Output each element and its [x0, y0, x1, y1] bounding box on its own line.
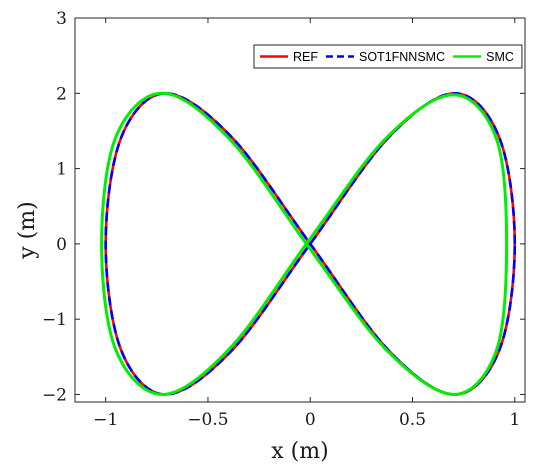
- x-tick-label: −1: [93, 410, 118, 430]
- x-tick-label: 0: [305, 410, 316, 430]
- legend: REF SOT1FNNSMC SMC: [253, 44, 523, 69]
- series-line-smc: [100, 91, 509, 396]
- y-axis-label: y (m): [15, 201, 40, 259]
- y-tick-label: 0: [56, 235, 67, 255]
- x-tick-label: −0.5: [187, 410, 228, 430]
- x-axis-label: x (m): [271, 439, 328, 464]
- y-tick-label: 1: [56, 160, 67, 180]
- y-tick-label: −2: [42, 385, 67, 405]
- y-tick-label: −1: [42, 310, 67, 330]
- legend-label-sot1fnnsmc: SOT1FNNSMC: [359, 50, 445, 64]
- series-layer: [100, 91, 517, 396]
- y-tick-label: 2: [56, 84, 67, 104]
- legend-label-smc: SMC: [486, 50, 514, 64]
- plot-frame: [74, 17, 526, 403]
- tick-labels: −1 −0.5 0 0.5 1 −2 −1 0 1 2 3: [42, 9, 520, 430]
- legend-label-ref: REF: [293, 50, 318, 64]
- y-tick-label: 3: [56, 9, 67, 29]
- axis-ticks: [75, 17, 525, 402]
- x-tick-label: 0.5: [399, 410, 426, 430]
- legend-box: [253, 44, 523, 69]
- x-tick-label: 1: [509, 410, 520, 430]
- plot-area: [74, 17, 526, 403]
